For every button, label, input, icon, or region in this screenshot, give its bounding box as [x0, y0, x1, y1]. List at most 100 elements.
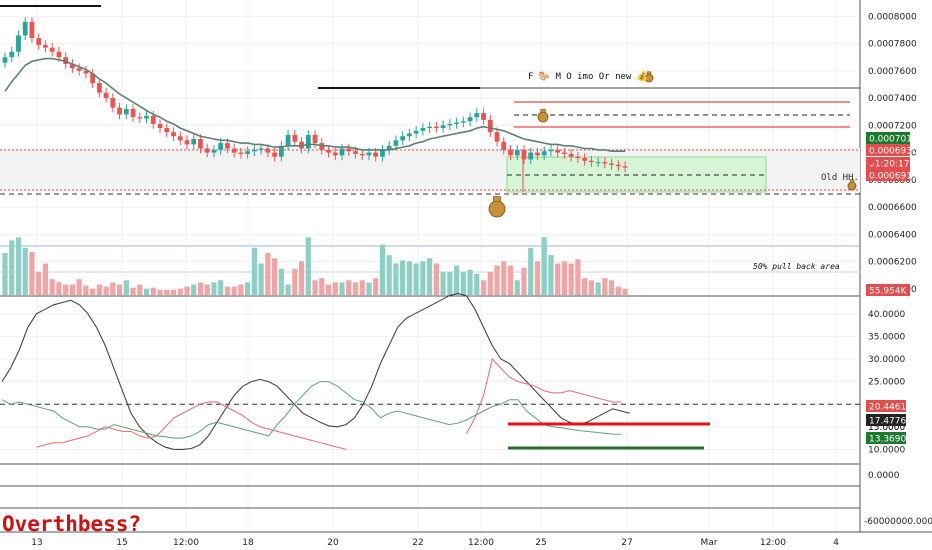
main-pane-decor	[0, 5, 860, 273]
osc-tick-label: 25.0000	[868, 378, 905, 388]
candle-body	[359, 153, 365, 156]
price-axes[interactable]: 0.0008000 0.0007800 0.0007600 0.0007400 0.00…	[864, 12, 932, 527]
oscillator-pane	[0, 292, 860, 450]
volume-bar	[9, 240, 15, 295]
price-tag: 01:20:17	[866, 157, 910, 170]
volume-bar	[211, 282, 217, 295]
y-tick-label: 0.0007800	[868, 40, 917, 50]
time-axis[interactable]: 13 15 12:00 18 20 22 12:00 25 27 Mar 12:00 4	[0, 531, 932, 548]
volume-bar	[298, 261, 305, 295]
x-tick-label: 15	[116, 538, 127, 548]
candle-body	[2, 57, 8, 63]
candle-body	[272, 152, 277, 157]
volume-bar	[56, 282, 62, 295]
candle-body	[508, 149, 513, 156]
svg-text:01:20:17: 01:20:17	[869, 160, 909, 170]
candle-body	[514, 149, 520, 156]
volume-bar	[541, 237, 547, 295]
bottom-caption: Overthbess?	[2, 512, 142, 536]
osc-tag: 17.4776	[866, 414, 906, 427]
volume-bar	[548, 255, 554, 295]
candle-body	[312, 134, 318, 144]
candle-body	[305, 134, 311, 149]
volume-bar	[2, 253, 8, 295]
clock-icon	[868, 159, 874, 165]
candle-body	[150, 115, 156, 124]
candle-body	[339, 148, 345, 156]
svg-text:0.0006915: 0.0006915	[869, 172, 918, 182]
candle-body	[144, 115, 149, 119]
volume-bar	[96, 284, 102, 295]
fomo-annotation: F 🐎 M O imo Or new 💰	[528, 72, 648, 82]
candle-body	[582, 158, 588, 161]
volume-bar	[29, 251, 35, 295]
candle-body	[346, 148, 352, 152]
candle-body	[49, 47, 55, 52]
candle-body	[407, 133, 412, 137]
volume-bar	[231, 286, 237, 295]
candle-body	[258, 148, 264, 150]
candle-body	[171, 132, 176, 137]
volume-bar	[373, 278, 379, 295]
candle-body	[157, 123, 163, 129]
candle-body	[433, 126, 439, 129]
candle-body	[164, 128, 170, 133]
candle-body	[427, 126, 433, 129]
volume-bar	[393, 263, 399, 295]
volume-bar	[622, 288, 628, 295]
candle-body	[36, 38, 42, 45]
candle-body	[373, 152, 379, 157]
y-tick-label: 0.0006400	[868, 230, 917, 240]
money-bag-icon	[847, 179, 857, 191]
candle-body	[29, 21, 35, 39]
x-tick-label: 22	[412, 538, 423, 548]
y-tick-label: 0.0007200	[868, 121, 917, 131]
volume-bar	[224, 286, 231, 295]
osc-tick-label: 10.0000	[868, 445, 905, 455]
candle-body	[615, 164, 621, 167]
candle-body	[225, 143, 230, 149]
volume-bar	[561, 261, 568, 295]
volume-bar	[272, 258, 278, 295]
candle-body	[609, 163, 614, 165]
candle-body	[231, 148, 237, 153]
volume-bar	[528, 247, 534, 295]
volume-bar	[366, 282, 372, 295]
candle-body	[454, 122, 459, 124]
volume-bar	[90, 288, 96, 295]
osc-tag: 20.4461	[866, 400, 906, 413]
volume-bar	[595, 282, 601, 295]
candle-body	[198, 138, 203, 149]
candle-body	[218, 143, 224, 150]
candle-body	[123, 108, 129, 115]
x-tick-label: 12:00	[468, 538, 494, 548]
volume-bar	[494, 265, 500, 295]
candle-body	[474, 113, 480, 118]
volume-bar	[359, 280, 365, 295]
volume-bar	[420, 261, 426, 295]
price-tag: 0.0007016	[866, 132, 918, 145]
candle-body	[528, 152, 534, 160]
svg-text:13.3690: 13.3690	[869, 435, 906, 445]
candle-body	[487, 119, 493, 133]
volume-bar	[615, 286, 621, 295]
candle-body	[494, 132, 500, 142]
volume-bar	[319, 278, 325, 295]
volume-bar	[42, 263, 49, 295]
volume-bar	[258, 263, 264, 295]
volume-bar	[386, 255, 392, 295]
volume-bar	[433, 263, 439, 295]
candle-body	[548, 149, 554, 152]
candle-body	[501, 141, 507, 150]
candle-body	[43, 44, 48, 48]
candle-body	[184, 140, 190, 145]
candle-body	[326, 149, 331, 153]
candle-body	[332, 152, 338, 156]
candle-body	[70, 64, 75, 69]
candle-body	[251, 149, 257, 152]
volume-bar	[218, 280, 224, 295]
volume-bar	[15, 237, 22, 295]
volume-bar	[191, 284, 197, 295]
volume-bar	[170, 289, 177, 295]
